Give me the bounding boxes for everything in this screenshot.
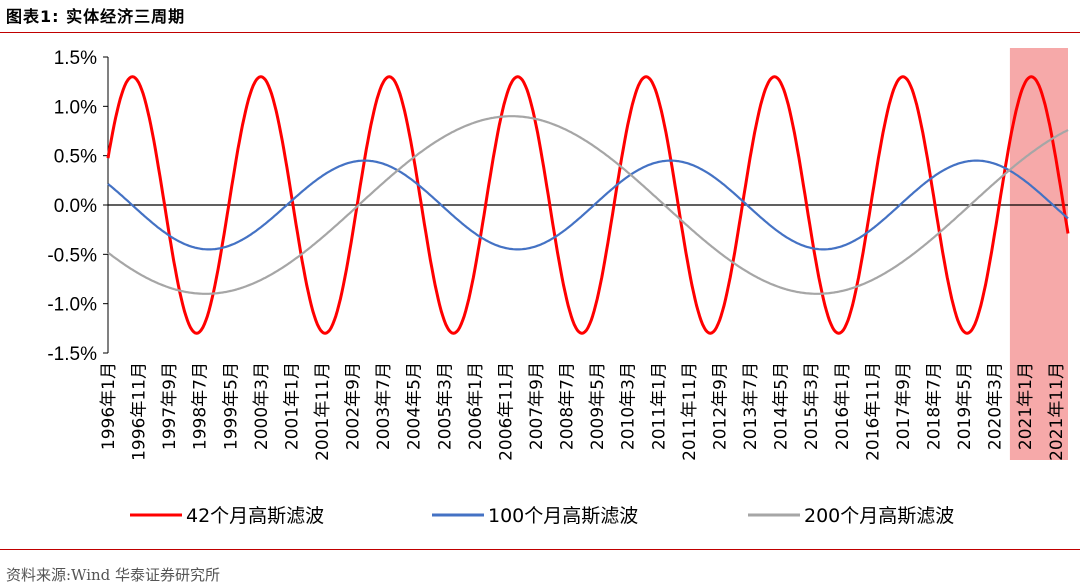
y-axis: 1.5% 1.0% 0.5% 0.0% -0.5% -1.0% -1.5% [47,48,109,365]
y-tick-label: 0.5% [54,147,97,168]
x-tick-label: 1999年5月 [221,362,241,450]
x-tick-label: 2021年11月 [1047,362,1067,461]
x-tick-label: 2016年11月 [863,362,883,461]
x-tick-label: 1998年7月 [191,362,211,450]
x-tick-label: 2003年7月 [374,362,394,450]
x-tick-label: 2004年5月 [405,362,425,450]
x-tick-label: 2001年1月 [282,362,302,450]
x-tick-label: 2011年1月 [649,362,669,450]
x-tick-label: 2006年11月 [497,362,517,461]
x-tick-label: 2001年11月 [313,362,333,461]
footer-rule [0,549,1080,550]
series-lines [106,75,1070,335]
legend-label: 42个月高斯滤波 [186,505,324,527]
legend-label: 200个月高斯滤波 [804,505,954,527]
x-tick-label: 2020年3月 [986,362,1006,450]
y-tick-label: 1.5% [54,48,97,69]
shaded-region [1009,48,1068,460]
x-tick-label: 2008年7月 [558,362,578,450]
x-tick-label: 2002年9月 [344,362,364,450]
x-tick-label: 2013年7月 [741,362,761,450]
x-tick-label: 2011年11月 [680,362,700,461]
x-tick-label: 1996年1月 [99,362,119,450]
x-tick-label: 2005年3月 [435,362,455,450]
x-tick-label: 2019年5月 [955,362,975,450]
x-tick-label: 2012年9月 [711,362,731,450]
x-tick-label: 1996年11月 [130,362,150,461]
y-tick-label: -1.0% [47,295,97,316]
y-tick-label: -0.5% [47,245,97,266]
figure-header: 图表1: 实体经济三周期 [0,0,1080,30]
y-tick-label: -1.5% [47,344,97,365]
series-line-3 [107,115,1069,295]
x-tick-label: 2006年1月 [466,362,486,450]
x-tick-label: 2018年7月 [925,362,945,450]
x-tick-label: 2009年5月 [588,362,608,450]
x-tick-label: 2007年9月 [527,362,547,450]
x-tick-label: 2010年3月 [619,362,639,450]
source-note: 资料来源:Wind 华泰证券研究所 [6,566,221,584]
y-tick-label: 0.0% [54,196,97,217]
line-chart: 1.5%1.0%0.5%0.0%-0.5%-1.0%-1.5% 1996年1月 1… [47,48,1070,527]
forecast-shade [1009,48,1068,460]
header-rule [0,32,1080,33]
x-tick-label: 1997年9月 [160,362,180,450]
x-tick-label: 2021年1月 [1016,362,1036,450]
x-tick-label: 2015年3月 [802,362,822,450]
y-tick-label: 1.0% [54,97,97,118]
x-axis-labels: 1996年1月 1996年11月 1997年9月 1998年7月 1999年5月 2000… [99,362,1067,461]
x-tick-label: 2014年5月 [772,362,792,450]
x-tick-label: 2000年3月 [252,362,272,450]
legend-label: 100个月高斯滤波 [488,505,638,527]
series-line-1 [106,75,1070,335]
figure-title: 图表1: 实体经济三周期 [6,7,186,26]
legend: 42个月高斯滤波 100个月高斯滤波 200个月高斯滤波 [130,505,954,527]
series-line-2 [107,159,1069,251]
x-tick-label: 2016年1月 [833,362,853,450]
x-tick-label: 2017年9月 [894,362,914,450]
